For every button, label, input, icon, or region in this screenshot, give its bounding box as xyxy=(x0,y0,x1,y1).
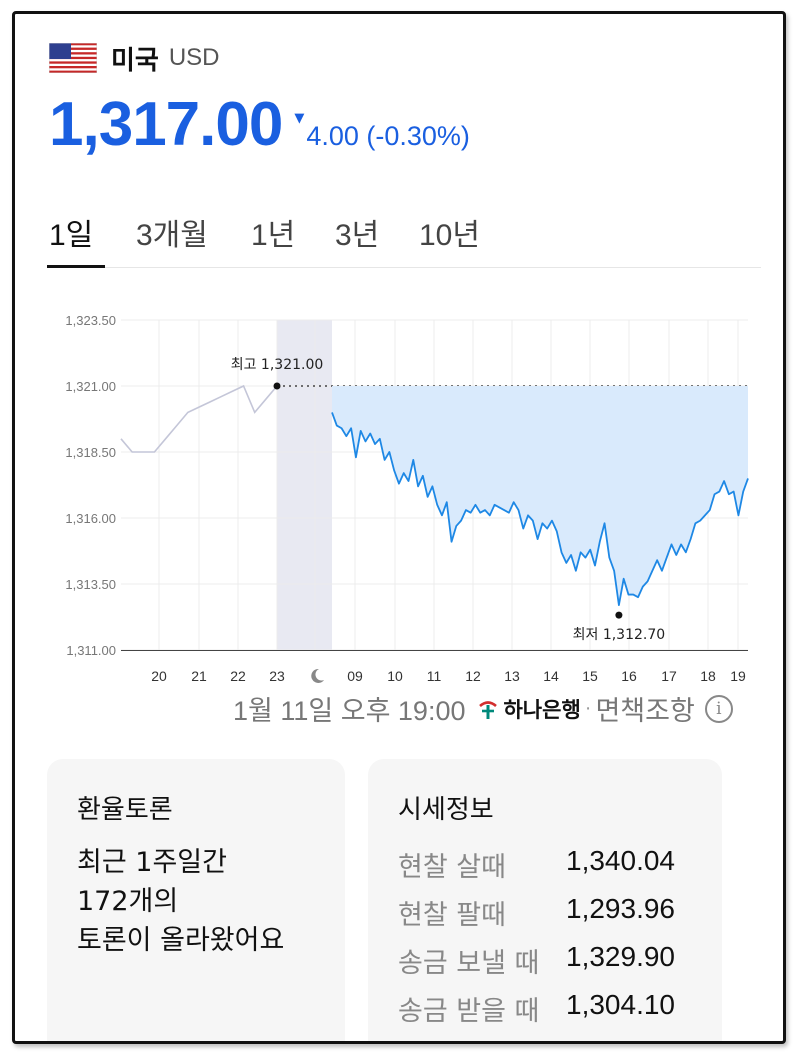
rate-label: 송금 받을 때 xyxy=(398,996,540,1027)
rate-row-cash-sell: 현찰 팔때 1,293.96 xyxy=(398,893,675,932)
x-tick-label: 21 xyxy=(191,668,207,684)
source-row: 1월 11일 오후 19:00 하나은행 · 면책조항 i xyxy=(233,689,733,728)
y-tick-label: 1,313.50 xyxy=(65,577,116,592)
current-price: 1,317.00 xyxy=(49,90,283,159)
x-tick-label: 22 xyxy=(230,668,246,684)
y-tick-label: 1,311.00 xyxy=(66,643,116,658)
y-tick-label: 1,321.00 xyxy=(65,379,116,394)
x-tick-label: 19 xyxy=(730,668,746,684)
tab-3-years[interactable]: 3년 xyxy=(335,219,380,252)
discussion-line: 토론이 올라왔어요 xyxy=(77,925,285,956)
y-tick-label: 1,323.50 xyxy=(65,313,116,328)
bank-name: 하나은행 xyxy=(503,698,581,722)
rate-value: 1,293.96 xyxy=(566,893,675,924)
moon-icon xyxy=(311,668,324,683)
current-session-line xyxy=(331,412,749,607)
x-tick-label: 13 xyxy=(504,668,520,684)
y-tick-label: 1,316.00 xyxy=(65,511,116,526)
rate-value: 1,304.10 xyxy=(566,989,675,1020)
x-tick-label: 11 xyxy=(427,668,442,684)
x-tick-label: 18 xyxy=(700,668,716,684)
hana-bank-logo-icon xyxy=(479,700,498,719)
discussion-card[interactable]: 환율토론 최근 1주일간 172개의 토론이 올라왔어요 xyxy=(47,759,345,1041)
exchange-rate-card: 미국 USD 1,317.00 ▼ 4.00 (-0.30%) 1일 3개월 1… xyxy=(12,11,786,1044)
active-tab-indicator xyxy=(47,265,105,268)
high-point-marker xyxy=(273,382,281,390)
rate-label: 송금 보낼 때 xyxy=(398,948,540,979)
x-tick-label: 16 xyxy=(621,668,637,684)
y-tick-label: 1,318.50 xyxy=(65,445,116,460)
triangle-down-icon: ▼ xyxy=(294,111,305,126)
tab-10-years[interactable]: 10년 xyxy=(419,219,480,252)
tab-1-day[interactable]: 1일 xyxy=(49,219,94,252)
bank-source[interactable]: 하나은행 xyxy=(477,694,581,724)
rate-value: 1,329.90 xyxy=(566,941,675,972)
x-tick-label: 20 xyxy=(151,668,167,684)
separator: · xyxy=(584,697,592,719)
high-point-label: 최고 1,321.00 xyxy=(231,357,324,373)
disclaimer-link[interactable]: 면책조항 xyxy=(595,696,695,726)
discussion-summary: 최근 1주일간 172개의 토론이 올라왔어요 xyxy=(77,843,284,960)
previous-session-line xyxy=(120,384,278,453)
low-point-label: 최저 1,312.70 xyxy=(573,627,666,643)
currency-code: USD xyxy=(168,44,220,71)
us-flag-icon xyxy=(49,43,97,73)
night-break-band xyxy=(277,320,332,650)
tab-1-year[interactable]: 1년 xyxy=(251,219,296,252)
country-name: 미국 xyxy=(111,45,159,76)
price-row: 1,317.00 ▼ 4.00 (-0.30%) xyxy=(49,94,470,156)
period-tabs: 1일 3개월 1년 3년 10년 xyxy=(47,204,761,268)
current-session-area xyxy=(332,386,748,606)
info-icon[interactable]: i xyxy=(704,694,733,723)
rate-row-remit-receive: 송금 받을 때 1,304.10 xyxy=(398,989,675,1028)
exchange-rate-chart[interactable]: 1,323.50 1,321.00 1,318.50 1,316.00 1,313.50… xyxy=(15,284,783,684)
x-tick-label: 12 xyxy=(465,668,481,684)
rate-label: 현찰 살때 xyxy=(398,852,506,883)
x-tick-label: 10 xyxy=(387,668,403,684)
discussion-title: 환율토론 xyxy=(77,795,173,825)
rate-info-title: 시세정보 xyxy=(398,795,494,825)
x-tick-label: 17 xyxy=(661,668,677,684)
currency-header: 미국 USD xyxy=(49,38,220,78)
rate-info-card: 시세정보 현찰 살때 1,340.04 현찰 팔때 1,293.96 송금 보낼… xyxy=(368,759,722,1041)
rate-label: 현찰 팔때 xyxy=(398,900,506,931)
price-change: 4.00 (-0.30%) xyxy=(306,121,470,151)
x-tick-label: 23 xyxy=(269,668,285,684)
rate-value: 1,340.04 xyxy=(566,845,675,876)
rate-row-cash-buy: 현찰 살때 1,340.04 xyxy=(398,845,675,884)
discussion-line: 172개의 xyxy=(77,886,179,917)
discussion-line: 최근 1주일간 xyxy=(77,847,227,878)
x-tick-label: 15 xyxy=(582,668,598,684)
tab-3-months[interactable]: 3개월 xyxy=(136,219,208,252)
rate-row-remit-send: 송금 보낼 때 1,329.90 xyxy=(398,941,675,980)
x-tick-label: 09 xyxy=(347,668,363,684)
x-tick-label: 14 xyxy=(543,668,559,684)
update-timestamp: 1월 11일 오후 19:00 xyxy=(233,696,466,726)
low-point-marker xyxy=(615,611,623,619)
